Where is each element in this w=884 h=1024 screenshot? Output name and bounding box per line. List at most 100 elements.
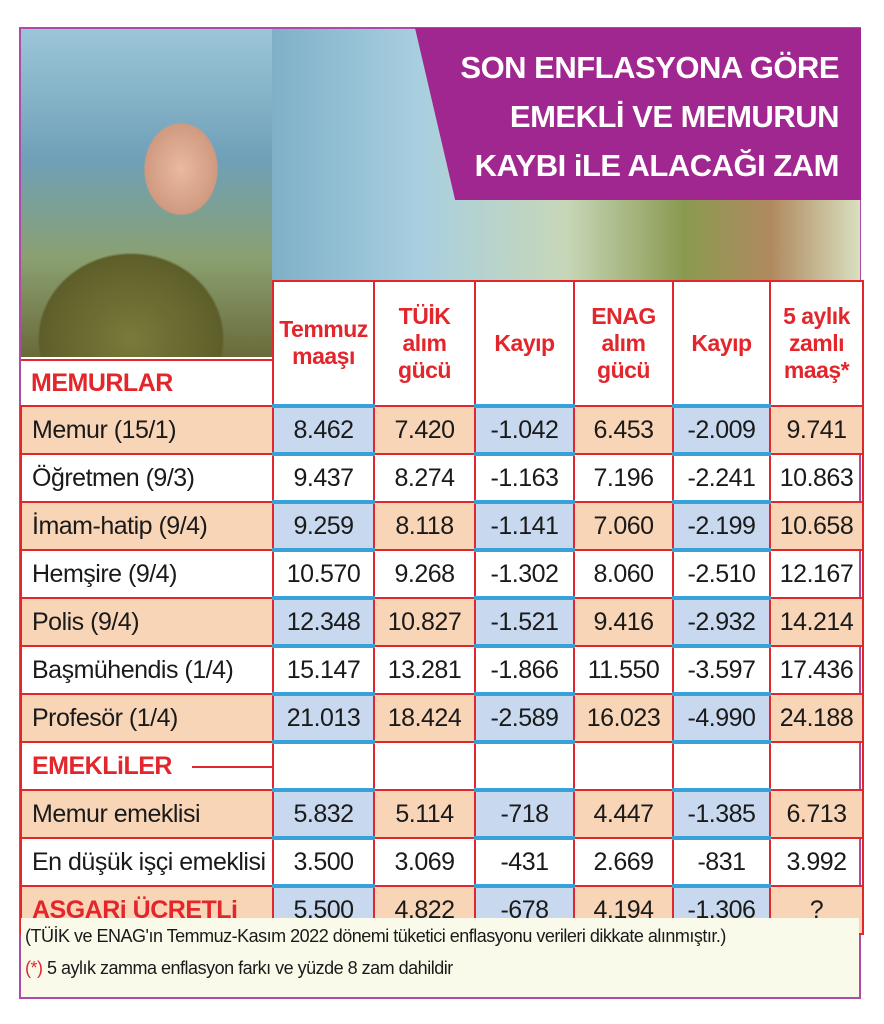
footnotes: (TÜİK ve ENAG'ın Temmuz-Kasım 2022 dönem… — [21, 918, 859, 997]
value-cell: -1.141 — [474, 500, 575, 552]
row-label: Başmühendis (1/4) — [20, 645, 274, 695]
column-header: TÜİK alım gücü — [373, 280, 476, 407]
value-cell: 8.118 — [373, 501, 476, 551]
value-cell: -2.009 — [672, 404, 771, 456]
value-cell: -718 — [474, 788, 575, 840]
column-header-line: TÜİK — [398, 303, 451, 329]
value-cell: 9.416 — [573, 597, 674, 647]
value-cell: -2.241 — [672, 453, 771, 503]
value-cell: 12.348 — [272, 596, 375, 648]
value-cell: 17.436 — [769, 645, 864, 695]
value-cell: -3.597 — [672, 645, 771, 695]
column-header: Kayıp — [474, 280, 575, 407]
value-cell: 6.713 — [769, 789, 864, 839]
value-cell: -2.199 — [672, 500, 771, 552]
table-row: Profesör (1/4) 21.013 18.424 -2.589 16.023 -4… — [20, 692, 864, 744]
value-cell: 7.420 — [373, 405, 476, 455]
empty-cell — [672, 741, 771, 791]
value-cell: -1.163 — [474, 453, 575, 503]
table-row: İmam-hatip (9/4) 9.259 8.118 -1.141 7.060 -2.… — [20, 500, 864, 552]
value-cell: 3.500 — [272, 837, 375, 887]
value-cell: 2.669 — [573, 837, 674, 887]
value-cell: 13.281 — [373, 645, 476, 695]
section-emekliler: EMEKLiLER — [32, 751, 172, 780]
portrait-photo — [21, 29, 272, 357]
empty-cell — [769, 741, 864, 791]
value-cell: 8.060 — [573, 549, 674, 599]
row-label: Memur (15/1) — [20, 405, 274, 455]
value-cell: -1.866 — [474, 645, 575, 695]
value-cell: 9.741 — [769, 405, 864, 455]
column-header-line: Temmuz — [279, 316, 368, 342]
row-label: Öğretmen (9/3) — [20, 453, 274, 503]
value-cell: 21.013 — [272, 692, 375, 744]
table-row: Hemşire (9/4) 10.570 9.268 -1.302 8.060 -2.51… — [20, 549, 864, 599]
value-cell: 10.570 — [272, 549, 375, 599]
value-cell: -1.521 — [474, 596, 575, 648]
value-cell: 11.550 — [573, 645, 674, 695]
value-cell: 8.274 — [373, 453, 476, 503]
value-cell: 7.196 — [573, 453, 674, 503]
column-header: ENAG alım gücü — [573, 280, 674, 407]
table-row: Başmühendis (1/4) 15.147 13.281 -1.866 11.55… — [20, 645, 864, 695]
value-cell: 16.023 — [573, 693, 674, 743]
column-header: 5 aylık zamlı maaş* — [769, 280, 864, 407]
value-cell: 3.069 — [373, 837, 476, 887]
value-cell: 3.992 — [769, 837, 864, 887]
column-header-line: maaş* — [783, 357, 850, 383]
value-cell: 10.863 — [769, 453, 864, 503]
column-header-line: gücü — [597, 357, 650, 383]
title-line-2: EMEKLİ VE MEMURUN — [509, 99, 840, 134]
value-cell: -1.385 — [672, 788, 771, 840]
column-header-line: alım — [402, 330, 447, 356]
column-header-line: alım — [601, 330, 646, 356]
section-row: EMEKLiLER — [20, 741, 864, 791]
value-cell: 24.188 — [769, 693, 864, 743]
empty-cell — [474, 741, 575, 791]
title-line-1: SON ENFLASYONA GÖRE — [460, 50, 839, 85]
footnote-asterisk-text: 5 aylık zamma enflasyon farkı ve yüzde 8… — [42, 958, 453, 978]
column-header-line: Kayıp — [691, 329, 752, 356]
value-cell: 4.447 — [573, 789, 674, 839]
row-label: En düşük işçi emeklisi — [20, 837, 274, 887]
row-label: Polis (9/4) — [20, 597, 274, 647]
title-banner: SON ENFLASYONA GÖRE EMEKLİ VE MEMURUN KA… — [415, 28, 861, 200]
value-cell: 18.424 — [373, 693, 476, 743]
title-line-3: KAYBI iLE ALACAĞI ZAM — [474, 148, 840, 183]
column-header: Temmuz maaşı — [272, 280, 375, 407]
value-cell: 14.214 — [769, 597, 864, 647]
table-row: En düşük işçi emeklisi 3.500 3.069 -431 2.66… — [20, 837, 864, 887]
footnote-sources: (TÜİK ve ENAG'ın Temmuz-Kasım 2022 dönem… — [25, 926, 726, 946]
empty-cell — [272, 741, 375, 791]
section-emekliler-cell: EMEKLiLER — [20, 741, 274, 791]
value-cell: -2.510 — [672, 549, 771, 599]
empty-cell — [573, 741, 674, 791]
value-cell: 6.453 — [573, 405, 674, 455]
value-cell: 10.827 — [373, 597, 476, 647]
value-cell: -4.990 — [672, 692, 771, 744]
table-row: Polis (9/4) 12.348 10.827 -1.521 9.416 -2.932… — [20, 596, 864, 648]
column-header-line: 5 aylık — [783, 303, 850, 329]
column-header-line: gücü — [398, 357, 451, 383]
value-cell: 12.167 — [769, 549, 864, 599]
table-row: Memur (15/1) 8.462 7.420 -1.042 6.453 -2.009 9… — [20, 404, 864, 456]
value-cell: -2.932 — [672, 596, 771, 648]
value-cell: 7.060 — [573, 501, 674, 551]
value-cell: 9.268 — [373, 549, 476, 599]
value-cell: -431 — [474, 837, 575, 887]
column-header-line: maaşı — [292, 343, 355, 369]
section-memurlar: MEMURLAR — [21, 359, 272, 405]
row-label: İmam-hatip (9/4) — [20, 501, 274, 551]
column-header-line: Kayıp — [494, 329, 555, 356]
empty-cell — [373, 741, 476, 791]
column-header-line: ENAG — [591, 303, 656, 329]
value-cell: 9.437 — [272, 453, 375, 503]
asterisk-marker: (*) — [25, 958, 43, 978]
column-header: Kayıp — [672, 280, 771, 407]
row-label: Memur emeklisi — [20, 789, 274, 839]
divider-line — [191, 765, 271, 768]
value-cell: 8.462 — [272, 404, 375, 456]
row-label: Hemşire (9/4) — [20, 549, 274, 599]
row-label: Profesör (1/4) — [20, 693, 274, 743]
value-cell: 10.658 — [769, 501, 864, 551]
